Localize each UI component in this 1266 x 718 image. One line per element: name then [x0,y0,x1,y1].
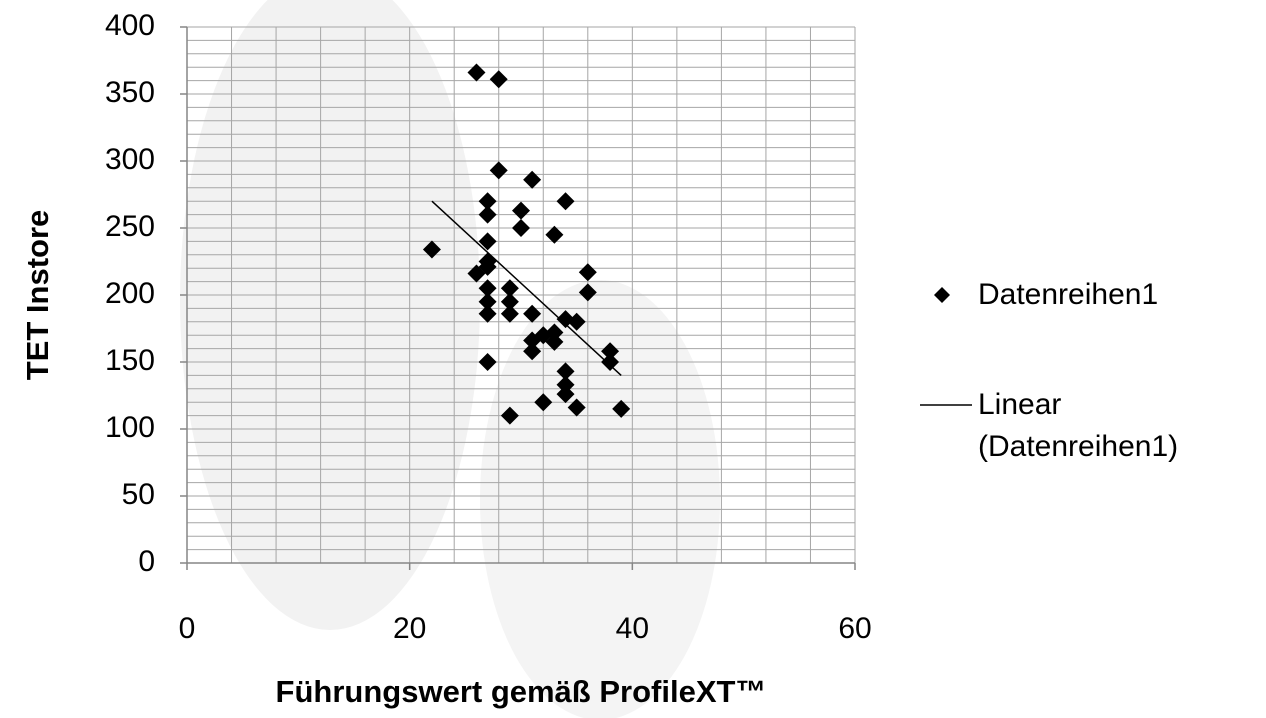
y-tick-label: 300 [105,143,155,176]
y-tick-label: 250 [105,210,155,243]
data-point [567,312,586,331]
data-point [545,332,564,351]
data-point [567,398,586,417]
data-point [545,225,564,244]
data-point [467,63,486,82]
data-point [478,304,497,323]
data-point [500,292,519,311]
y-axis-label: TET Instore [20,210,55,381]
x-tick-label: 60 [838,612,871,645]
data-point [556,385,575,404]
x-tick-label: 0 [179,612,196,645]
legend-label: Linear (Datenreihen1) [978,388,1179,463]
x-axis-label: Führungswert gemäß ProfileXT™ [276,674,767,709]
data-point [545,323,564,342]
legend-label: Datenreihen1 [978,278,1159,311]
data-point [512,201,530,220]
data-point [612,399,631,418]
background-figure [180,0,480,630]
y-tick-label: 400 [105,9,155,42]
y-tick-label: 0 [138,545,155,578]
data-point [556,375,575,394]
data-point [556,192,575,211]
y-tick-label: 150 [105,344,155,377]
data-point [500,279,519,298]
data-point [478,353,497,371]
data-point [500,304,519,323]
data-point [478,192,497,211]
data-point [512,219,530,237]
data-point [478,205,497,224]
data-point [578,263,597,282]
trend-line [431,200,622,376]
data-point [478,279,497,298]
legend-marker [934,287,950,303]
data-point [500,406,519,425]
data-point [556,362,575,381]
data-point [489,70,508,89]
data-point [523,342,542,361]
data-point [489,161,508,180]
data-point [578,283,597,302]
y-tick-label: 50 [122,478,155,511]
y-tick-label: 350 [105,76,155,109]
x-tick-label: 40 [616,612,649,645]
data-point [601,342,620,361]
x-tick-label: 20 [393,612,426,645]
data-point [478,232,497,251]
data-point [601,353,620,371]
data-point [523,170,542,189]
data-point [422,240,441,259]
data-point [534,393,553,412]
data-point [523,304,542,323]
y-tick-label: 200 [105,277,155,310]
background-figure [480,280,720,718]
y-tick-label: 100 [105,411,155,444]
data-point [478,292,497,311]
